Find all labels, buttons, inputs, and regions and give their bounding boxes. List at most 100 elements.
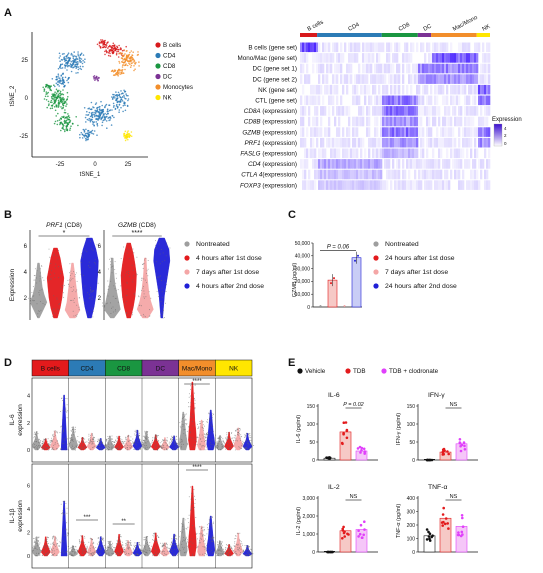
tsne-point [96,107,99,109]
tsne-point [75,72,77,74]
heatmap-cell [394,42,397,53]
colorbar-gradient [493,123,503,147]
jitter-point [32,547,34,549]
jitter-point [44,545,46,547]
jitter-point [221,436,223,438]
jitter-point [170,443,172,445]
jitter-point [206,434,208,436]
heatmap-cell [350,53,353,63]
jitter-point [181,439,183,441]
heatmap-cell [432,169,435,180]
row-suffix: (expression) [262,172,297,179]
tsne-point [115,53,118,56]
heatmap-cell [420,63,423,74]
tsne-point [130,135,133,137]
jitter-point [97,537,99,539]
jitter-point [135,273,137,275]
jitter-point [210,538,212,540]
jitter-point [44,547,45,549]
heatmap-cell [390,95,393,106]
tsne-point [125,58,127,61]
tsne-point [118,101,120,103]
jitter-point [51,441,53,443]
jitter-point [94,262,96,263]
jitter-point [46,448,48,450]
d-violin [141,536,152,557]
jitter-point [130,436,132,438]
jitter-point [46,538,48,540]
jitter-point [194,403,196,405]
heatmap-cell [388,169,391,180]
heatmap-cell [366,63,369,74]
jitter-point [60,552,62,553]
jitter-point [147,260,149,261]
heatmap-cell [318,84,321,95]
heatmap-cell [478,159,481,169]
jitter-point [229,547,231,549]
jitter-point [177,446,178,448]
jitter-point [160,300,162,302]
heatmap-cell [308,148,311,159]
jitter-point [103,545,105,547]
jitter-point [194,527,196,529]
tsne-point [47,91,49,94]
jitter-point [164,279,166,281]
heatmap-cell [330,148,333,159]
heatmap-cell [346,180,349,190]
jitter-point [143,440,145,441]
heatmap-cell [434,74,437,84]
jitter-point [118,448,120,450]
jitter-point [187,518,189,520]
jitter-point [231,546,233,548]
jitter-point [194,384,196,386]
tsne-point [91,108,93,110]
jitter-point [115,440,117,442]
tsne-point [69,129,71,131]
jitter-point [102,542,104,544]
heatmap-cell [336,148,339,159]
jitter-point [86,441,88,443]
jitter-point [194,408,196,410]
tsne-point [69,120,72,122]
heatmap-cell [406,116,409,127]
d-violin [150,532,161,557]
jitter-point [42,447,43,448]
jitter-point [182,425,184,427]
jitter-point [119,552,121,553]
jitter-point [138,544,140,546]
jitter-point [120,551,122,553]
subpanel-cell: (CD8) [137,222,156,229]
jitter-point [36,270,38,272]
jitter-point [136,274,138,276]
jitter-point [133,441,135,443]
tsne-point [82,54,85,56]
jitter-point [204,449,206,451]
tsne-point [114,97,116,99]
jitter-point [135,429,137,431]
heatmap-cell [336,180,339,190]
jitter-point [108,440,110,442]
heatmap-cell [438,116,441,127]
tsne-point [112,45,114,47]
jitter-point [124,444,126,446]
d-ytick: 0 [27,554,30,560]
tsne-point [118,94,120,97]
heatmap-cell [466,53,469,63]
group-label: B cells [307,19,325,32]
jitter-point [91,441,93,443]
jitter-point [206,533,208,535]
heatmap-cell [312,116,315,127]
heatmap-cell [484,63,487,74]
tsne-point [62,124,64,126]
jitter-point [200,532,202,534]
tsne-point [92,121,95,124]
tsne-point [108,104,111,106]
tsne-point [86,110,88,113]
heatmap-cell [324,169,327,180]
tsne-point [57,73,60,75]
jitter-point [87,551,89,553]
jitter-point [56,539,58,541]
e-ytick: 50 [309,440,315,446]
heatmap-cell [412,127,415,137]
